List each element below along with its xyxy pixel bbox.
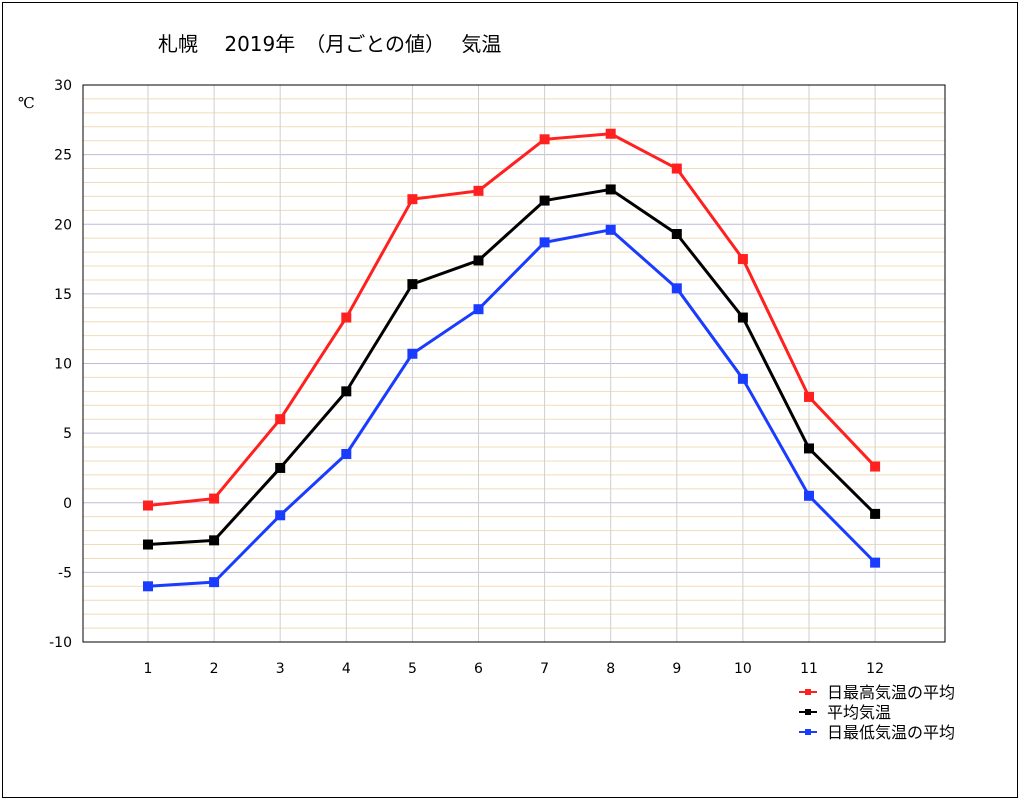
y-tick-label: -5 xyxy=(58,565,72,581)
legend-label: 日最高気温の平均 xyxy=(827,683,955,702)
y-tick-label: 30 xyxy=(54,78,72,94)
data-point xyxy=(407,279,418,290)
legend-label: 平均気温 xyxy=(827,703,891,722)
data-point xyxy=(341,449,352,460)
y-axis-ticks: -10 -5 0 5 10 15 20 25 30 xyxy=(49,78,72,651)
data-point xyxy=(275,462,286,473)
data-point xyxy=(870,461,881,472)
legend-swatch-marker xyxy=(805,709,811,715)
data-point xyxy=(209,535,220,546)
series-1 xyxy=(143,128,881,511)
series-line xyxy=(147,187,877,547)
data-point xyxy=(671,163,682,174)
x-tick-label: 9 xyxy=(672,661,681,677)
y-tick-label: 10 xyxy=(54,357,72,373)
data-point xyxy=(143,581,153,592)
x-tick-label: 5 xyxy=(408,661,417,677)
series-line xyxy=(147,132,877,508)
data-point xyxy=(275,510,286,521)
data-point xyxy=(804,391,814,402)
data-point xyxy=(275,414,286,425)
x-tick-label: 11 xyxy=(800,661,818,677)
series-3 xyxy=(143,224,881,592)
x-tick-label: 8 xyxy=(606,661,615,677)
y-tick-label: 20 xyxy=(54,217,72,233)
data-point xyxy=(605,128,616,139)
data-point xyxy=(539,134,550,145)
data-point xyxy=(804,443,814,454)
data-point xyxy=(671,228,682,239)
minor-gridlines xyxy=(83,98,945,629)
x-tick-label: 1 xyxy=(144,661,153,677)
x-tick-label: 6 xyxy=(474,661,483,677)
chart-title: 札幌 2019年 （月ごとの値） 気温 xyxy=(158,32,501,56)
x-tick-label: 7 xyxy=(540,661,549,677)
data-point xyxy=(341,386,352,397)
legend-swatch-marker xyxy=(805,689,811,695)
series-2 xyxy=(143,184,881,550)
legend-item: 日最高気温の平均 xyxy=(799,683,955,702)
series-line xyxy=(147,228,877,588)
series-layer xyxy=(143,128,881,592)
y-axis-unit-label: ℃ xyxy=(18,94,35,112)
data-point xyxy=(143,539,153,550)
data-point xyxy=(737,312,748,323)
x-tick-label: 12 xyxy=(866,661,884,677)
data-point xyxy=(804,490,814,501)
y-tick-label: 5 xyxy=(63,426,72,442)
data-point xyxy=(209,493,220,504)
data-point xyxy=(605,184,616,195)
data-point xyxy=(143,500,153,511)
data-point xyxy=(407,194,418,205)
data-point xyxy=(539,237,550,248)
data-point xyxy=(407,348,418,359)
legend-item: 平均気温 xyxy=(799,703,891,722)
data-point xyxy=(473,185,484,196)
plot-border xyxy=(82,84,946,643)
legend-swatch-marker xyxy=(805,729,811,735)
data-point xyxy=(870,557,881,568)
y-tick-label: -10 xyxy=(49,635,72,651)
data-point xyxy=(605,224,616,235)
major-gridlines xyxy=(83,85,945,642)
data-point xyxy=(209,577,220,588)
legend-label: 日最低気温の平均 xyxy=(827,723,955,742)
data-point xyxy=(737,254,748,265)
data-point xyxy=(671,283,682,294)
x-axis-ticks: 1 2 3 4 5 6 7 8 9 10 11 12 xyxy=(144,661,884,677)
data-point xyxy=(473,255,484,266)
data-point xyxy=(341,312,352,323)
data-point xyxy=(473,304,484,315)
y-tick-label: 25 xyxy=(54,148,72,164)
x-tick-label: 2 xyxy=(210,661,219,677)
x-tick-label: 10 xyxy=(734,661,752,677)
data-point xyxy=(870,508,881,519)
x-tick-label: 3 xyxy=(276,661,285,677)
data-point xyxy=(737,373,748,384)
data-point xyxy=(539,195,550,206)
y-tick-label: 15 xyxy=(54,287,72,303)
legend-item: 日最低気温の平均 xyxy=(799,723,955,742)
y-tick-label: 0 xyxy=(63,496,72,512)
x-tick-label: 4 xyxy=(342,661,351,677)
